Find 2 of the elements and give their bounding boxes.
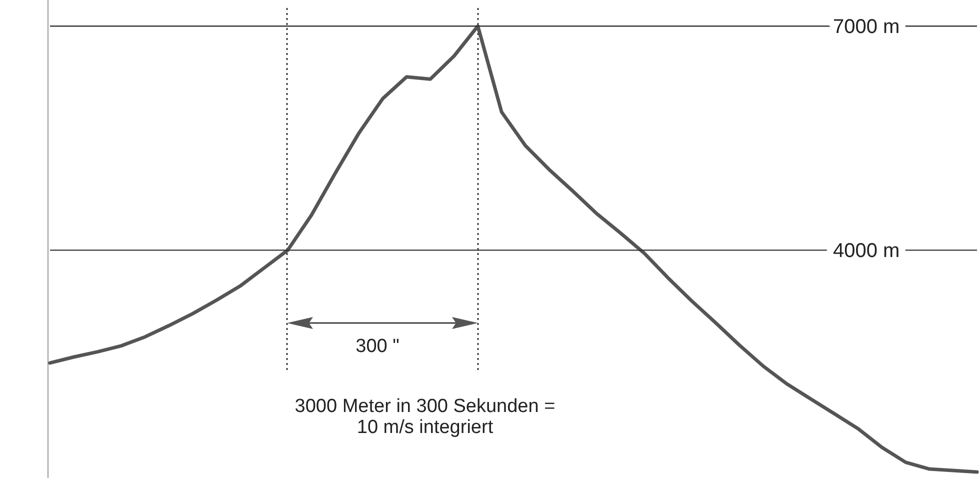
annotation: 300 " — [356, 336, 400, 357]
annotation: 3000 Meter in 300 Sekunden = 10 m/s integriert — [294, 396, 556, 438]
